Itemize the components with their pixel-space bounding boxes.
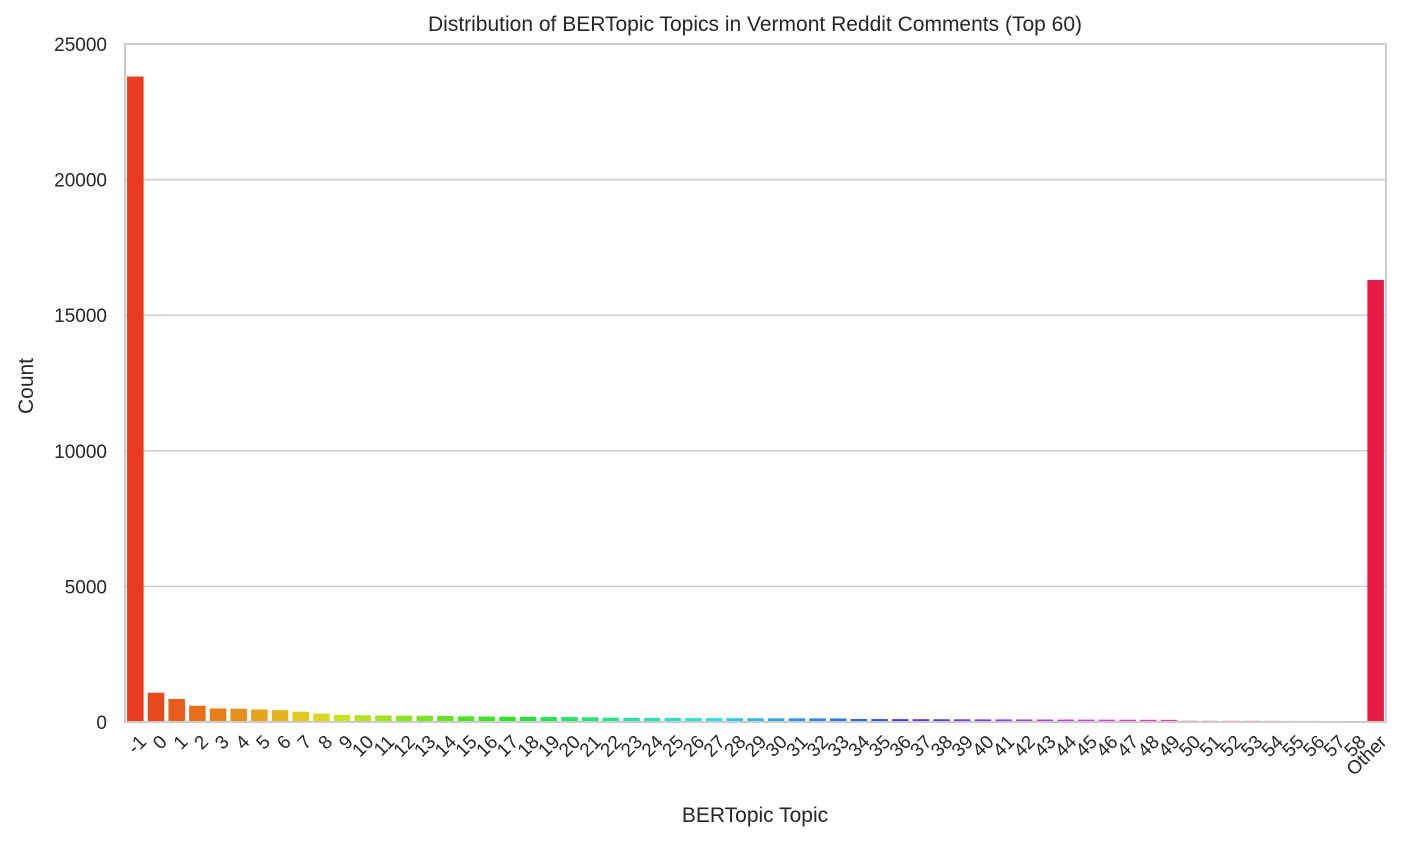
bar-12	[395, 715, 413, 722]
bar-6	[271, 710, 289, 722]
bar-29	[747, 718, 764, 722]
bar-15	[457, 716, 475, 722]
bar-3	[209, 708, 227, 722]
y-tick-label: 20000	[54, 171, 107, 192]
y-tick-label: 0	[96, 713, 107, 734]
gridlines	[125, 43, 1386, 723]
bar-48	[1140, 719, 1157, 722]
bar-39	[953, 719, 971, 722]
bar-37	[912, 719, 930, 722]
bar-43	[1036, 719, 1054, 722]
bar-20	[561, 717, 578, 722]
x-tick-label: 5	[253, 732, 275, 754]
y-tick-label: 5000	[65, 577, 107, 598]
bar-24	[643, 717, 661, 722]
bar--1	[127, 76, 144, 722]
bar-40	[974, 719, 992, 722]
x-tick-label: 1	[170, 732, 192, 754]
bar-9	[333, 714, 351, 722]
bar-0	[147, 692, 165, 722]
bar-11	[375, 715, 392, 722]
bar-16	[478, 716, 496, 722]
bar-31	[788, 718, 806, 722]
x-tick-label: 7	[294, 732, 316, 754]
bars	[127, 76, 1384, 722]
bar-7	[292, 711, 309, 722]
bar-26	[685, 718, 702, 722]
bar-44	[1057, 719, 1074, 722]
plot-frame	[124, 43, 1387, 723]
x-tick-label: 2	[191, 732, 213, 754]
bar-19	[540, 716, 558, 722]
bar-14	[437, 715, 454, 722]
bar-5	[251, 709, 268, 722]
bar-25	[664, 717, 682, 722]
bar-49	[1160, 719, 1178, 722]
bar-17	[499, 716, 516, 722]
bar-33	[829, 718, 847, 722]
bar-35	[871, 719, 888, 722]
y-tick-label: 10000	[54, 442, 107, 463]
x-tick-label: 8	[315, 732, 337, 754]
bar-32	[809, 718, 826, 722]
y-tick-label: 25000	[54, 35, 107, 56]
bar-22	[602, 717, 620, 722]
bar-36	[891, 719, 909, 722]
bar-4	[230, 708, 247, 722]
bar-8	[313, 713, 330, 722]
bar-23	[623, 717, 640, 722]
bar-10	[354, 715, 371, 722]
bar-28	[726, 718, 744, 722]
bar-38	[933, 719, 950, 722]
x-tick-label: 4	[232, 731, 255, 754]
x-tick-labels: -101234567891011121314151617181920212223…	[124, 731, 1392, 780]
bar-42	[1015, 719, 1033, 722]
y-tick-label: 15000	[54, 306, 107, 327]
x-tick-label: 6	[273, 732, 295, 754]
bar-2	[189, 705, 206, 722]
bar-27	[705, 718, 723, 722]
bar-Other	[1367, 279, 1384, 722]
bar-45	[1077, 719, 1095, 722]
bar-13	[416, 715, 434, 722]
x-tick-label: -1	[124, 732, 151, 759]
chart-title: Distribution of BERTopic Topics in Vermo…	[428, 13, 1082, 36]
bar-18	[519, 716, 537, 722]
y-tick-labels: 0 5000 10000 15000 20000 25000	[54, 35, 107, 734]
bar-46	[1098, 719, 1116, 722]
bar-1	[168, 698, 185, 722]
bar-30	[767, 718, 785, 722]
bar-47	[1119, 719, 1136, 722]
y-axis-label: Count	[15, 358, 38, 414]
bar-34	[850, 719, 868, 722]
x-axis-label: BERTopic Topic	[682, 804, 828, 827]
bar-41	[995, 719, 1012, 722]
bar-21	[581, 717, 599, 722]
x-tick-label: 3	[211, 732, 233, 754]
x-tick-label: 0	[149, 732, 171, 754]
